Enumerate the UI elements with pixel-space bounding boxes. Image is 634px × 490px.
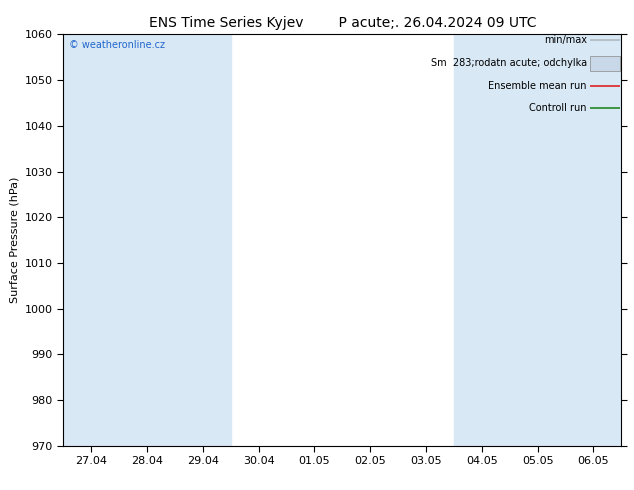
Bar	[119, 34, 175, 446]
Text: © weatheronline.cz: © weatheronline.cz	[69, 41, 165, 50]
Y-axis label: Surface Pressure (hPa): Surface Pressure (hPa)	[10, 177, 19, 303]
Text: Controll run: Controll run	[529, 103, 586, 113]
Text: min/max: min/max	[544, 35, 586, 46]
Bar	[454, 34, 510, 446]
Bar	[510, 34, 566, 446]
Title: ENS Time Series Kyjev        P acute;. 26.04.2024 09 UTC: ENS Time Series Kyjev P acute;. 26.04.20…	[148, 16, 536, 30]
Bar	[175, 34, 231, 446]
Bar	[63, 34, 119, 446]
Bar	[566, 34, 621, 446]
Text: Sm  283;rodatn acute; odchylka: Sm 283;rodatn acute; odchylka	[430, 58, 586, 68]
Text: Ensemble mean run: Ensemble mean run	[488, 81, 586, 91]
Bar	[590, 56, 620, 71]
